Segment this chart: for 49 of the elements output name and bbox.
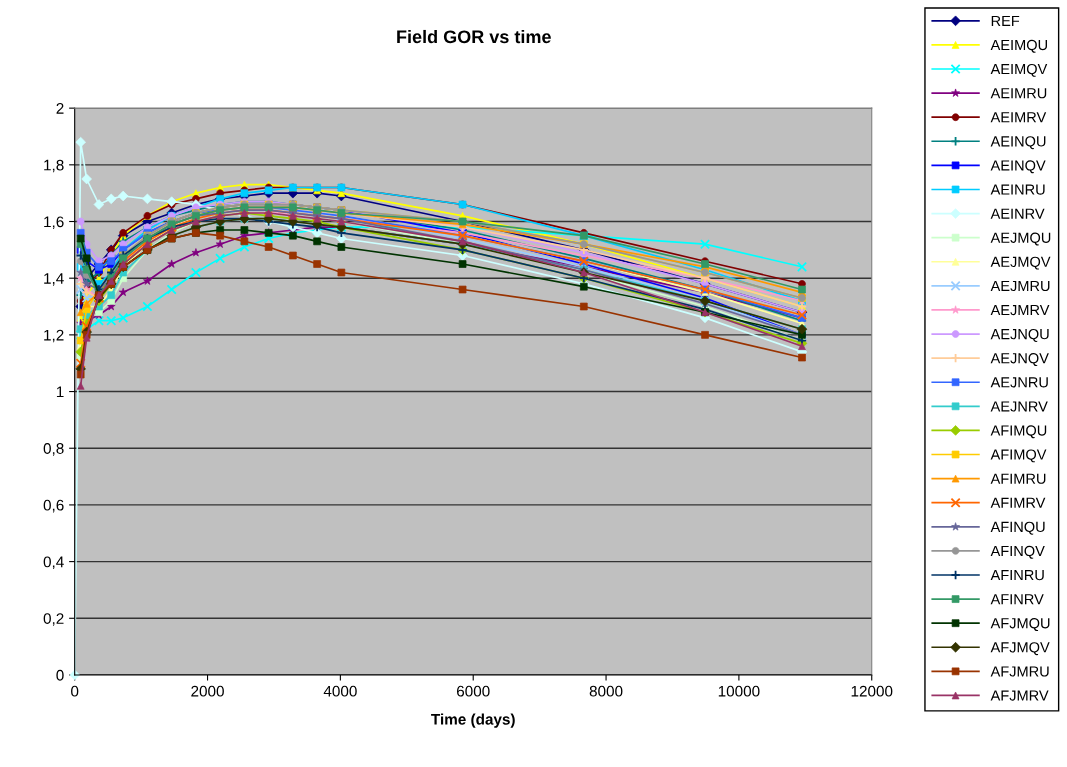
x-tick-label: 2000	[191, 685, 224, 697]
legend-label: AFINQU	[990, 521, 1045, 535]
legend-label: AEJMRV	[990, 305, 1050, 316]
y-tick-label: 0,4	[43, 556, 64, 570]
legend-label: AFINRU	[990, 570, 1044, 581]
legend-label: AEIMRV	[990, 112, 1047, 123]
y-tick-label: 2	[56, 103, 64, 114]
x-tick-label: 0	[71, 685, 79, 697]
legend-label: AEIMRU	[990, 88, 1047, 99]
legend-label: AFJMQV	[990, 642, 1050, 656]
x-tick-label: 8000	[589, 685, 623, 697]
legend-label: AEINQV	[990, 160, 1046, 174]
legend-label: AEINRV	[990, 208, 1045, 219]
legend-label: AFINRV	[990, 594, 1044, 605]
x-tick-label: 10000	[718, 685, 760, 697]
y-tick-label: 0,6	[43, 499, 64, 513]
y-tick-label: 0,8	[43, 443, 64, 456]
y-tick-label: 1	[56, 386, 64, 398]
legend-label: AFJMRV	[990, 690, 1049, 701]
x-tick-label: 4000	[323, 685, 357, 697]
legend-label: AEINQU	[990, 136, 1046, 150]
legend-label: AEJNQV	[990, 353, 1049, 366]
legend-label: AFJMRU	[990, 666, 1049, 677]
y-tick-label: 0	[56, 669, 64, 681]
y-tick-label: 1,2	[44, 329, 64, 343]
legend-label: AFIMRV	[990, 497, 1046, 508]
legend-label: AEJNRV	[990, 401, 1048, 412]
legend-label: AFIMRU	[990, 473, 1046, 484]
x-tick-label: 12000	[851, 685, 893, 697]
legend-label: AEJMQU	[990, 232, 1051, 246]
legend-label: AEJNRU	[990, 377, 1048, 388]
y-tick-label: 1,4	[44, 273, 64, 286]
legend-label: AFIMQV	[990, 449, 1047, 463]
legend-label: AEJNQU	[990, 328, 1049, 342]
x-tick-label: 6000	[457, 685, 490, 697]
legend-label: AFIMQU	[990, 425, 1047, 439]
chart-title: Field GOR vs time	[397, 29, 551, 44]
y-tick-label: 1,6	[44, 216, 64, 229]
legend-label: AFINQV	[990, 545, 1045, 559]
legend-label: AEIMQV	[990, 63, 1048, 77]
legend-label: AEJMRU	[990, 280, 1050, 292]
y-tick-label: 0,2	[43, 613, 64, 626]
legend-label: AEJMQV	[990, 256, 1051, 270]
legend-label: REF	[991, 15, 1020, 26]
legend-label: AEINRU	[990, 184, 1045, 195]
y-tick-label: 1,8	[44, 159, 64, 173]
legend-label: AEIMQU	[990, 39, 1047, 53]
legend-label: AFJMQU	[990, 618, 1050, 632]
x-axis-title: Time (days)	[431, 713, 515, 728]
